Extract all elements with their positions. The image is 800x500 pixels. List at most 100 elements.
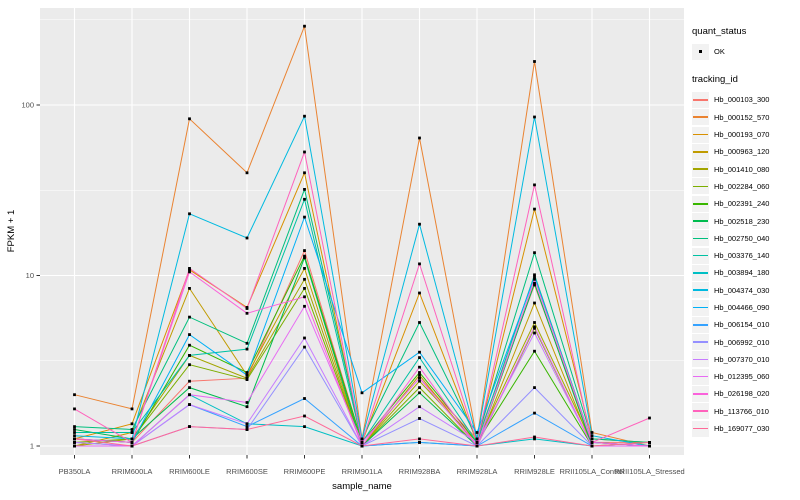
data-point (245, 341, 249, 345)
data-point (245, 307, 249, 310)
data-point (130, 428, 134, 431)
data-point (590, 444, 594, 448)
legend-item: Hb_007370_010 (692, 351, 798, 368)
data-point (533, 251, 536, 255)
x-tick-label: PB350LA (59, 467, 91, 476)
legend-item-label: Hb_004374_030 (714, 285, 770, 295)
data-point (303, 256, 306, 260)
legend-item-label: Hb_007370_010 (714, 354, 770, 364)
data-point (418, 136, 421, 140)
legend-item-label: Hb_000152_570 (714, 112, 770, 122)
data-point (303, 114, 306, 118)
legend: quant_status OK tracking_id Hb_000103_30… (692, 26, 798, 451)
data-point (303, 277, 306, 281)
legend-item: Hb_002750_040 (692, 230, 798, 247)
data-point (130, 441, 134, 444)
data-point (303, 215, 306, 219)
data-point (73, 428, 76, 431)
legend-item: Hb_012395_060 (692, 368, 798, 385)
legend-item: Hb_000193_070 (692, 126, 798, 143)
data-point (303, 150, 306, 154)
y-tick-label: 10 (26, 271, 34, 280)
data-point (188, 315, 191, 319)
legend-item: Hb_004466_090 (692, 299, 798, 316)
legend-key-line (692, 264, 709, 281)
data-point (303, 24, 306, 28)
data-point (533, 207, 536, 211)
data-point (245, 422, 249, 426)
x-tick-label: RRII105LA_Stressed (614, 467, 684, 476)
data-point (533, 435, 536, 439)
legend-item: Hb_113766_010 (692, 403, 798, 420)
series-color-line-icon (693, 254, 708, 257)
legend-item: Hb_002518_230 (692, 212, 798, 230)
data-point (533, 349, 536, 353)
data-point (303, 197, 306, 201)
x-tick-label: RRIM928LA (457, 467, 498, 476)
series-color-line-icon (693, 427, 708, 430)
x-tick-label: RRIM928BA (399, 467, 441, 476)
data-point (533, 60, 536, 63)
data-point (130, 444, 134, 448)
series-color-line-icon (693, 116, 708, 119)
data-point (303, 254, 306, 258)
data-point (533, 183, 536, 187)
data-point (648, 416, 651, 420)
series-color-line-icon (693, 168, 708, 170)
data-point (188, 403, 191, 406)
data-point (245, 311, 249, 315)
legend-key-line (692, 334, 709, 351)
data-point (360, 391, 364, 395)
data-point (303, 171, 306, 175)
legend-item: Hb_001410_080 (692, 160, 798, 178)
data-point (533, 275, 536, 279)
series-color-line-icon (693, 99, 708, 101)
legend-item-label: Hb_169077_030 (714, 424, 770, 434)
legend-item: Hb_006992_010 (692, 333, 798, 351)
data-point (648, 444, 651, 448)
series-color-line-icon (693, 272, 708, 274)
data-point (245, 236, 249, 240)
legend-item: Hb_000963_120 (692, 143, 798, 160)
data-point (418, 379, 421, 383)
legend-item-label: Hb_113766_010 (714, 406, 769, 416)
data-point (188, 343, 191, 347)
series-color-line-icon (693, 306, 708, 309)
data-point (73, 437, 76, 441)
data-point (418, 371, 421, 374)
data-point (418, 417, 421, 420)
data-point (533, 273, 536, 277)
data-point (303, 397, 306, 400)
data-point (188, 287, 191, 290)
data-point (418, 356, 421, 359)
data-point (188, 354, 191, 357)
legend-item: Hb_003894_180 (692, 264, 798, 281)
data-point (188, 212, 191, 216)
data-point (360, 437, 364, 441)
legend-key-line (692, 126, 709, 143)
data-point (303, 336, 306, 340)
data-point (418, 291, 421, 295)
data-point (533, 283, 536, 287)
legend-item: Hb_003376_140 (692, 247, 798, 264)
data-point (245, 371, 249, 374)
data-point (130, 422, 134, 426)
legend-key-line (692, 161, 709, 178)
data-point (533, 281, 536, 285)
legend-title-quant-status: quant_status (692, 26, 747, 37)
data-point (360, 441, 364, 444)
legend-key-line (692, 351, 709, 368)
data-point (245, 428, 249, 431)
data-point (590, 437, 594, 441)
black-point-icon (699, 50, 702, 54)
data-point (418, 350, 421, 354)
legend-key-line (692, 143, 709, 160)
legend-key-line (692, 368, 709, 385)
data-point (73, 407, 76, 411)
data-point (533, 321, 536, 324)
data-point (245, 401, 249, 404)
y-axis-title: FPKM + 1 (6, 209, 17, 253)
data-point (475, 437, 479, 441)
data-point (303, 304, 306, 308)
